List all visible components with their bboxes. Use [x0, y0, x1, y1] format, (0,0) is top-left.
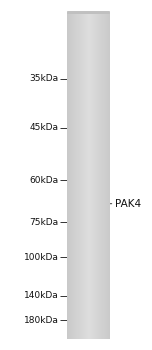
- Bar: [68, 201, 109, 202]
- Bar: [68, 202, 109, 203]
- Bar: [69, 168, 107, 169]
- Bar: [69, 172, 107, 173]
- Bar: [67, 334, 109, 337]
- Bar: [68, 210, 109, 211]
- Bar: [68, 209, 109, 210]
- Text: 180kDa: 180kDa: [24, 316, 59, 325]
- Bar: [68, 211, 109, 212]
- Text: 75kDa: 75kDa: [29, 218, 59, 227]
- Bar: [68, 198, 109, 199]
- Text: 100kDa: 100kDa: [24, 253, 59, 262]
- Bar: [68, 200, 109, 201]
- Bar: [68, 207, 109, 208]
- Bar: [68, 204, 109, 205]
- Bar: [68, 199, 109, 200]
- Text: 140kDa: 140kDa: [24, 291, 59, 300]
- Bar: [68, 205, 109, 206]
- Text: 35kDa: 35kDa: [29, 74, 59, 83]
- Text: 45kDa: 45kDa: [29, 123, 59, 132]
- Bar: [69, 166, 107, 167]
- Bar: [69, 170, 107, 171]
- Bar: [69, 167, 107, 168]
- Bar: [68, 203, 109, 204]
- Bar: [68, 196, 109, 197]
- Bar: [68, 214, 109, 215]
- Text: 60kDa: 60kDa: [29, 176, 59, 185]
- Bar: [67, 10, 109, 336]
- Bar: [68, 208, 109, 209]
- Bar: [68, 195, 109, 196]
- Bar: [68, 194, 109, 195]
- Bar: [68, 212, 109, 213]
- Bar: [69, 171, 107, 172]
- Text: PAK4: PAK4: [115, 199, 141, 209]
- Bar: [69, 169, 107, 170]
- Bar: [69, 165, 107, 166]
- Text: LNCaP: LNCaP: [81, 308, 111, 338]
- Bar: [68, 197, 109, 198]
- Bar: [68, 206, 109, 207]
- Bar: [68, 193, 109, 194]
